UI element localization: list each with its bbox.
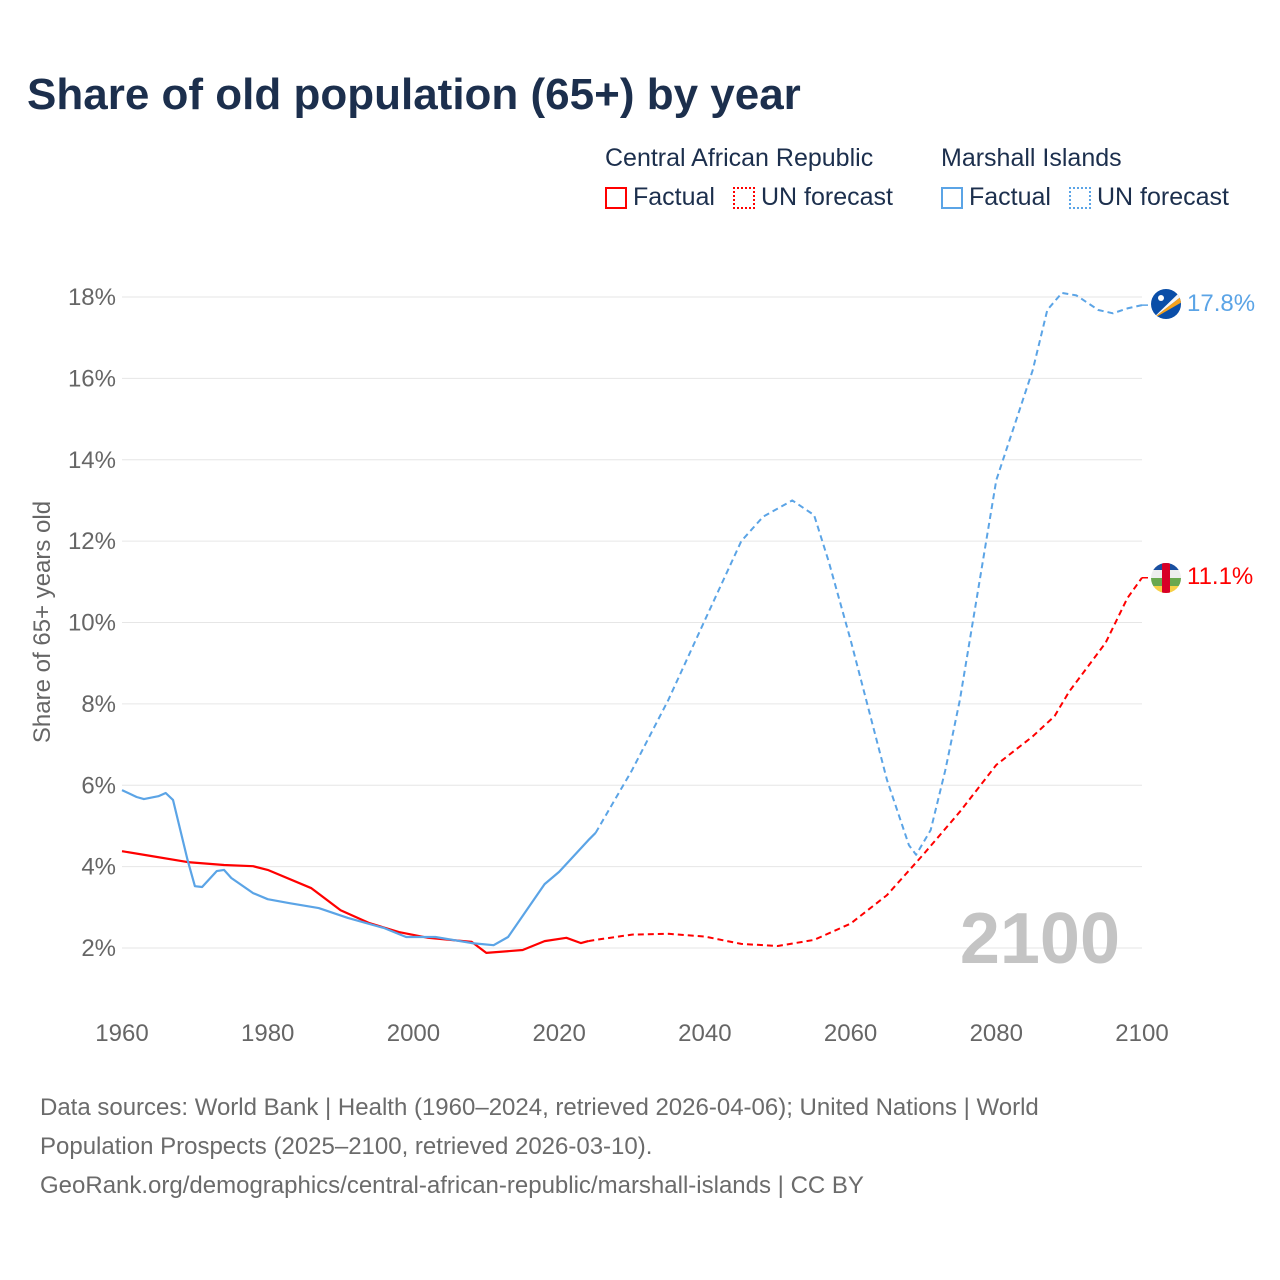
- car-forecast-line: [588, 577, 1143, 947]
- y-tick-label: 2%: [81, 935, 116, 962]
- legend-group-name: Central African Republic: [605, 144, 874, 172]
- legend-item-car-factual[interactable]: Factual: [605, 183, 715, 212]
- footer-sources: Data sources: World Bank | Health (1960–…: [40, 1088, 1240, 1205]
- x-tick-label: 2080: [970, 1020, 1023, 1047]
- legend-label: UN forecast: [1096, 183, 1229, 211]
- y-tick-label: 6%: [81, 772, 116, 799]
- marshall-islands-flag-icon: [1151, 289, 1181, 319]
- legend-swatch-solid: [941, 186, 963, 209]
- x-tick-label: 2000: [387, 1020, 440, 1047]
- marshall-islands-end-label: 17.8%: [1187, 290, 1255, 317]
- y-tick-label: 12%: [68, 528, 116, 555]
- series-lines: [121, 291, 1150, 955]
- y-tick-label: 10%: [68, 610, 116, 637]
- legend-marshall-islands: Marshall Islands Factual UN forecast: [941, 144, 1229, 212]
- x-tick-label: 2020: [532, 1020, 585, 1047]
- gridlines: [122, 296, 1142, 949]
- x-tick-label: 2040: [678, 1020, 731, 1047]
- legend-swatch-dotted: [1068, 186, 1091, 209]
- y-tick-label: 14%: [68, 447, 116, 474]
- car-end-label: 11.1%: [1187, 563, 1253, 590]
- legend-item-mh-factual[interactable]: Factual: [941, 183, 1051, 212]
- legend-group-name: Marshall Islands: [941, 144, 1122, 172]
- y-tick-label: 8%: [81, 691, 116, 718]
- y-tick-label: 4%: [81, 854, 116, 881]
- footer-line: Data sources: World Bank | Health (1960–…: [40, 1094, 1039, 1121]
- marshall-islands-factual-line: [121, 789, 597, 947]
- footer-link[interactable]: GeoRank.org/demographics/central-african…: [40, 1172, 864, 1199]
- year-watermark: 2100: [960, 899, 1120, 979]
- x-axis-ticks: 1960 1980 2000 2020 2040 2060 2080 2100: [95, 1020, 1168, 1047]
- footer-line: Population Prospects (2025–2100, retriev…: [40, 1133, 653, 1160]
- y-axis-ticks: 2% 4% 6% 8% 10% 12% 14% 16% 18%: [68, 284, 116, 962]
- central-african-republic-flag-icon: [1151, 563, 1181, 593]
- legend-item-mh-forecast[interactable]: UN forecast: [1068, 183, 1229, 212]
- legend-central-african-republic: Central African Republic Factual UN fore…: [605, 144, 893, 212]
- legend-label: Factual: [633, 183, 715, 211]
- legend-swatch-dotted: [732, 186, 755, 209]
- y-tick-label: 18%: [68, 284, 116, 311]
- x-tick-label: 1980: [241, 1020, 294, 1047]
- marshall-islands-forecast-line: [594, 291, 1143, 856]
- legend-label: UN forecast: [760, 183, 893, 211]
- chart-title: Share of old population (65+) by year: [27, 70, 801, 119]
- y-axis-label: Share of 65+ years old: [29, 501, 56, 743]
- x-tick-label: 2060: [824, 1020, 877, 1047]
- x-tick-label: 1960: [95, 1020, 148, 1047]
- y-tick-label: 16%: [68, 365, 116, 392]
- legend-item-car-forecast[interactable]: UN forecast: [732, 183, 893, 212]
- x-tick-label: 2100: [1115, 1020, 1168, 1047]
- legend-swatch-solid: [605, 186, 627, 209]
- legend-label: Factual: [969, 183, 1051, 211]
